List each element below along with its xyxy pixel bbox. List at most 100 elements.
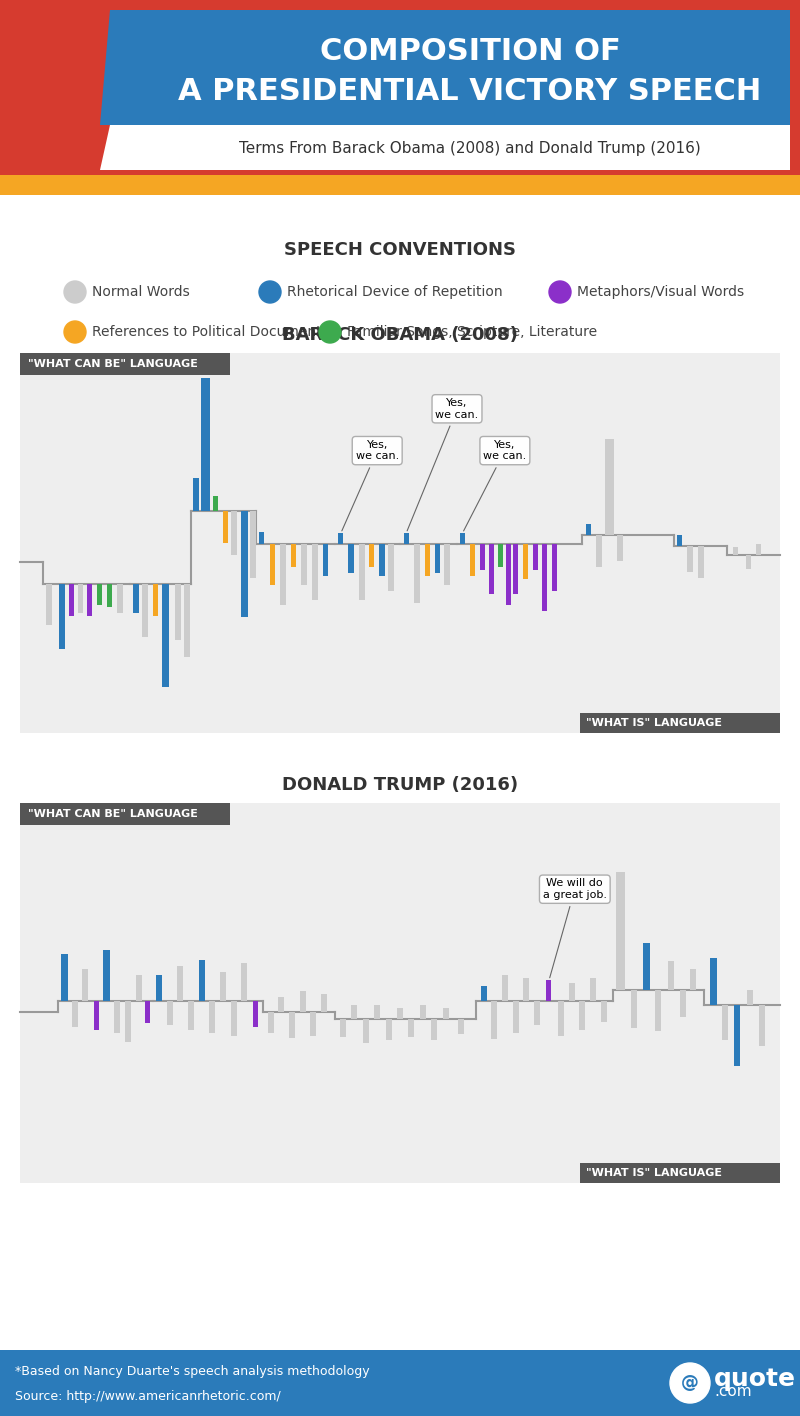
Bar: [698, 545, 704, 578]
Bar: [210, 1001, 215, 1034]
Text: "WHAT CAN BE" LANGUAGE: "WHAT CAN BE" LANGUAGE: [28, 360, 198, 370]
Text: References to Political Documents: References to Political Documents: [92, 326, 329, 338]
Bar: [606, 439, 614, 535]
Bar: [687, 545, 694, 572]
Bar: [546, 980, 551, 1001]
Text: Yes,
we can.: Yes, we can.: [407, 398, 478, 531]
Bar: [175, 583, 181, 640]
Bar: [370, 544, 374, 568]
Bar: [378, 544, 385, 576]
Bar: [434, 544, 440, 573]
Circle shape: [549, 280, 571, 303]
Polygon shape: [100, 125, 790, 170]
Bar: [460, 534, 465, 544]
Text: "WHAT CAN BE" LANGUAGE: "WHAT CAN BE" LANGUAGE: [28, 809, 198, 818]
Bar: [746, 555, 750, 569]
Bar: [178, 966, 183, 1001]
Bar: [220, 971, 226, 1001]
Bar: [542, 544, 547, 612]
Bar: [409, 1020, 414, 1037]
Bar: [498, 544, 503, 568]
Bar: [722, 1005, 728, 1039]
Bar: [386, 1020, 392, 1039]
Bar: [667, 960, 674, 990]
Bar: [302, 544, 307, 585]
Bar: [222, 511, 228, 544]
Bar: [523, 977, 529, 1001]
Bar: [61, 954, 67, 1001]
Bar: [756, 544, 762, 555]
Bar: [414, 544, 420, 602]
Bar: [642, 943, 650, 990]
Bar: [312, 544, 318, 599]
Bar: [425, 544, 430, 576]
Bar: [20, 803, 230, 826]
Bar: [710, 957, 717, 1005]
Bar: [20, 803, 780, 1182]
Bar: [145, 1001, 150, 1024]
Bar: [156, 974, 162, 1001]
Text: Normal Words: Normal Words: [92, 285, 190, 299]
Bar: [72, 1001, 78, 1028]
Text: Familiar Songs, Scripture, Literature: Familiar Songs, Scripture, Literature: [347, 326, 597, 338]
Circle shape: [319, 321, 341, 343]
Bar: [680, 990, 686, 1017]
Text: Terms From Barack Obama (2008) and Donald Trump (2016): Terms From Barack Obama (2008) and Donal…: [239, 140, 701, 156]
Bar: [253, 1001, 258, 1028]
Bar: [230, 1001, 237, 1037]
Bar: [363, 1020, 369, 1042]
Bar: [734, 548, 738, 555]
Bar: [690, 970, 696, 990]
Text: quote: quote: [714, 1366, 796, 1391]
Bar: [746, 990, 753, 1005]
Bar: [310, 1012, 316, 1035]
Bar: [323, 544, 328, 576]
Bar: [268, 1012, 274, 1032]
Bar: [250, 511, 255, 578]
Circle shape: [259, 280, 281, 303]
Circle shape: [64, 321, 86, 343]
Bar: [513, 1001, 518, 1034]
Bar: [403, 534, 409, 544]
Bar: [59, 583, 65, 649]
Bar: [289, 1012, 295, 1038]
Bar: [374, 1004, 380, 1020]
Bar: [184, 583, 190, 657]
Bar: [0, 0, 800, 195]
Bar: [78, 583, 83, 613]
Bar: [259, 532, 264, 544]
Bar: [523, 544, 528, 579]
Bar: [231, 511, 238, 555]
Bar: [513, 544, 518, 593]
Bar: [677, 535, 682, 545]
Bar: [479, 544, 485, 571]
Bar: [278, 997, 285, 1012]
Bar: [558, 1001, 564, 1037]
Circle shape: [670, 1364, 710, 1403]
Bar: [397, 1008, 403, 1020]
Bar: [586, 524, 591, 535]
Bar: [569, 983, 574, 1001]
Bar: [133, 583, 138, 613]
Bar: [442, 1008, 449, 1020]
Bar: [0, 176, 800, 195]
Bar: [534, 1001, 540, 1025]
Bar: [388, 544, 394, 590]
Text: Source: http://www.americanrhetoric.com/: Source: http://www.americanrhetoric.com/: [15, 1389, 281, 1403]
Text: Yes,
we can.: Yes, we can.: [342, 440, 399, 531]
Bar: [107, 583, 112, 607]
Bar: [20, 353, 230, 375]
Bar: [481, 987, 486, 1001]
Bar: [579, 1001, 586, 1031]
Bar: [300, 991, 306, 1012]
Text: COMPOSITION OF: COMPOSITION OF: [320, 37, 620, 67]
Bar: [94, 1001, 98, 1031]
Text: Rhetorical Device of Repetition: Rhetorical Device of Repetition: [287, 285, 502, 299]
Bar: [194, 479, 199, 511]
Bar: [444, 544, 450, 585]
Bar: [118, 583, 123, 613]
Bar: [188, 1001, 194, 1031]
Bar: [125, 1001, 131, 1042]
Bar: [431, 1020, 438, 1039]
Bar: [616, 872, 625, 990]
